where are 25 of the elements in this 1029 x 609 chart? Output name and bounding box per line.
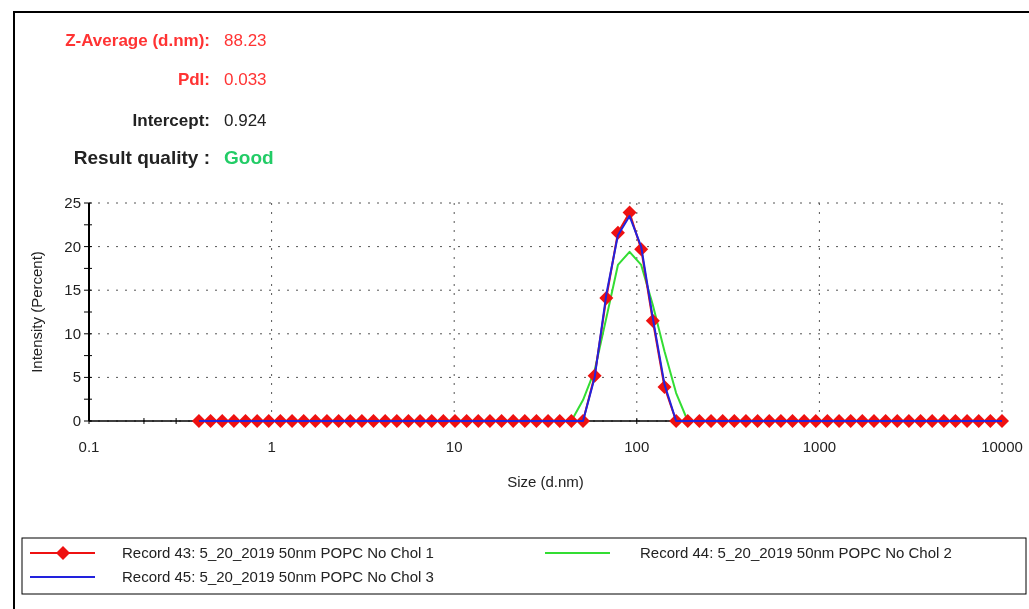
y-axis-title: Intensity (Percent) xyxy=(28,251,45,373)
text: 0.033 xyxy=(224,70,267,89)
text: 88.23 xyxy=(224,31,267,50)
y-tick-label: 10 xyxy=(64,324,81,342)
text: Intercept: xyxy=(132,111,210,130)
legend-label: Record 45: 5_20_2019 50nm POPC No Chol 3 xyxy=(122,568,434,585)
x-tick-label: 1 xyxy=(267,438,276,455)
x-tick-label: 1000 xyxy=(802,438,837,455)
x-tick-label: 100 xyxy=(624,438,650,455)
x-axis-title: Size (d.nm) xyxy=(507,473,584,490)
x-tick-label: 10 xyxy=(445,438,463,455)
text: Good xyxy=(224,147,274,168)
y-tick-label: 5 xyxy=(72,368,81,386)
y-tick-label: 0 xyxy=(72,412,81,429)
legend-label: Record 44: 5_20_2019 50nm POPC No Chol 2 xyxy=(640,544,952,561)
y-tick-label: 20 xyxy=(64,237,81,255)
y-tick-label: 15 xyxy=(64,281,81,299)
x-tick-label: 10000 xyxy=(981,438,1023,455)
text: Result quality : xyxy=(73,147,210,168)
legend-label: Record 43: 5_20_2019 50nm POPC No Chol 1 xyxy=(122,544,434,561)
text: Z-Average (d.nm): xyxy=(65,31,210,50)
text: PdI: xyxy=(177,70,210,89)
text: 0.924 xyxy=(224,111,267,130)
y-tick-label: 25 xyxy=(64,194,81,211)
x-tick-label: 0.1 xyxy=(78,438,100,455)
